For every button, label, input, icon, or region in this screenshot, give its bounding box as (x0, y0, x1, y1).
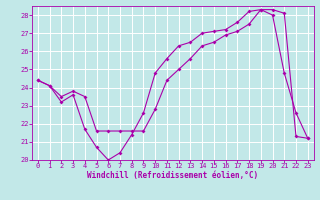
X-axis label: Windchill (Refroidissement éolien,°C): Windchill (Refroidissement éolien,°C) (87, 171, 258, 180)
